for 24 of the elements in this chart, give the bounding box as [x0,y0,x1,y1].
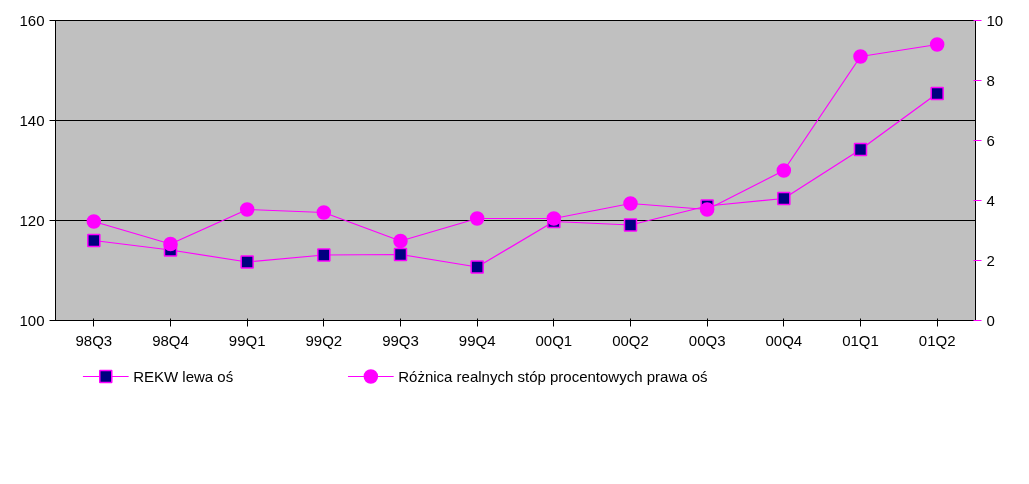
y-tick-label: 140 [19,111,45,129]
x-tick-label: 99Q1 [228,331,266,349]
y-tick-label: 100 [19,311,45,329]
y2-tick-label: 10 [986,11,1004,29]
x-tick-label: 99Q3 [382,331,419,349]
y-tick-label: 160 [19,11,45,29]
y2-tick-label: 8 [986,71,995,89]
x-tick-label: 01Q2 [918,331,956,349]
x-tick-label: 00Q2 [612,331,649,349]
y-tick-label: 120 [19,211,45,229]
x-tick-label: 99Q4 [458,331,496,349]
y2-tick-label: 0 [986,311,995,329]
y2-tick-label: 4 [986,191,995,209]
x-tick-label: 00Q4 [765,331,803,349]
legend-label: REKW lewa oś [133,368,234,385]
x-tick-label: 99Q2 [305,331,343,349]
x-tick-label: 98Q3 [75,331,113,349]
x-tick-label: 00Q1 [535,331,573,349]
x-tick-label: 98Q4 [152,331,189,349]
x-tick-label: 01Q1 [842,331,879,349]
y2-tick-label: 2 [986,251,995,269]
x-tick-label: 00Q3 [688,331,726,349]
y2-tick-label: 6 [986,131,995,149]
legend-label: Różnica realnych stóp procentowych prawa oś [398,368,708,385]
